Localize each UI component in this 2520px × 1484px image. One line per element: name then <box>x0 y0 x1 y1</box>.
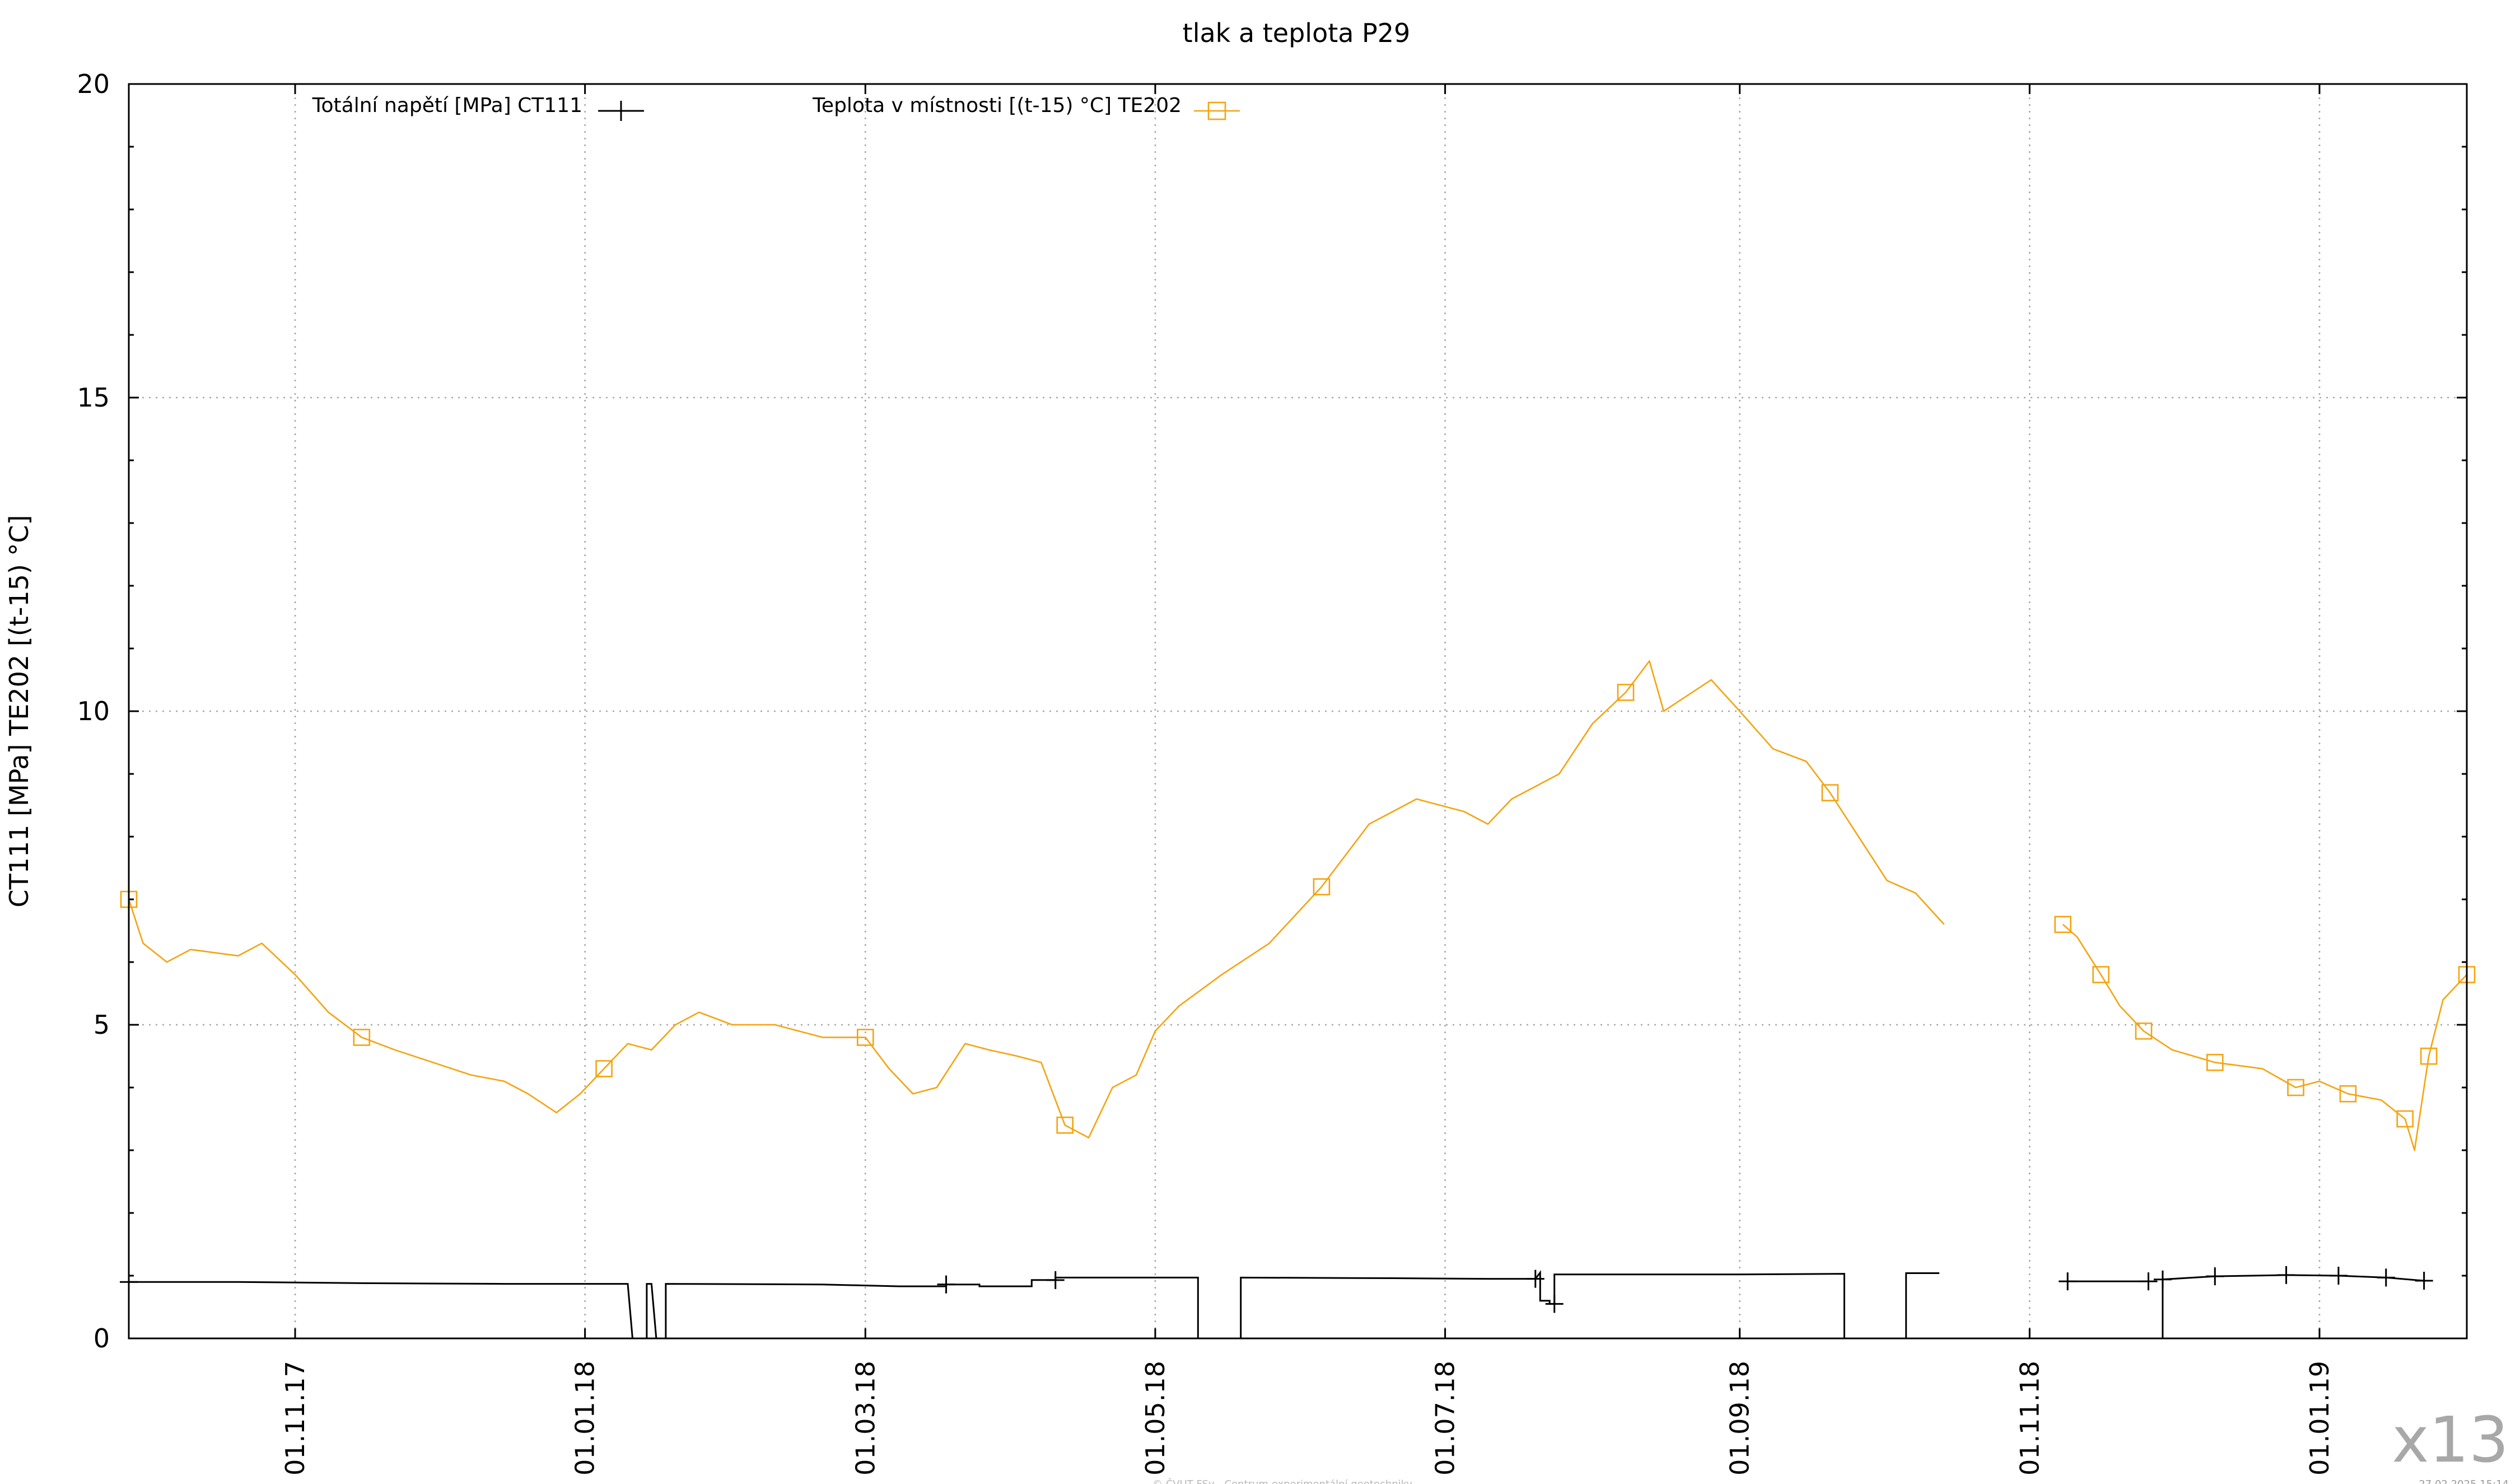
data-point-square <box>595 1060 613 1077</box>
data-point-square <box>353 1029 371 1046</box>
x-tick-label: 01.11.17 <box>280 1361 310 1476</box>
data-point-plus <box>2329 1267 2348 1285</box>
data-point-square <box>2054 916 2072 934</box>
data-point-square <box>1821 784 1839 801</box>
plot-frame <box>128 83 2468 1340</box>
series-te202 <box>120 660 2476 1151</box>
y-tick-label: 20 <box>77 69 110 99</box>
y-tick-labels: 0 5 10 15 20 <box>77 69 110 1354</box>
data-point-plus <box>2277 1266 2295 1284</box>
badge-text: x13 <box>2392 1404 2509 1477</box>
data-point-plus <box>937 1275 955 1294</box>
square-marker-icon <box>1207 101 1226 120</box>
series-line <box>128 660 1945 1138</box>
legend: Totální napětí [MPa] CT111 Teplota v mís… <box>312 94 1240 121</box>
data-point-plus <box>2153 1270 2172 1289</box>
data-point-plus <box>1526 1270 1544 1288</box>
series-ct111 <box>120 1266 2433 1340</box>
x-tick-label: 01.01.18 <box>570 1361 600 1476</box>
legend-label-te202: Teplota v místnosti [(t-15) °C] TE202 <box>812 94 1182 117</box>
data-point-square <box>2339 1085 2357 1103</box>
x-tick-label: 01.07.18 <box>1430 1361 1460 1476</box>
data-point-plus <box>2206 1267 2224 1286</box>
data-point-square <box>856 1029 874 1046</box>
copyright-text: © ČVUT FSv - Centrum experimentální geot… <box>1152 1478 1412 1484</box>
data-point-square <box>2135 1022 2153 1040</box>
x-tick-label: 01.03.18 <box>850 1361 880 1476</box>
gridlines <box>129 84 2467 1338</box>
data-point-plus <box>2139 1272 2158 1291</box>
data-point-square <box>2092 966 2110 983</box>
data-point-square <box>1056 1116 1074 1134</box>
data-point-square <box>2396 1110 2414 1128</box>
x-tick-labels: 01.11.17 01.01.18 01.03.18 01.05.18 01.07.18… <box>280 1361 2335 1476</box>
y-tick-label: 0 <box>94 1323 110 1354</box>
series-line <box>2062 923 2467 1151</box>
data-point-square <box>1313 878 1331 895</box>
y-tick-label: 10 <box>77 696 110 726</box>
y-tick-label: 15 <box>77 382 110 413</box>
x-tick-label: 01.09.18 <box>1725 1361 1755 1476</box>
x-tick-label: 01.01.19 <box>2304 1361 2335 1476</box>
legend-label-ct111: Totální napětí [MPa] CT111 <box>312 94 582 117</box>
y-tick-label: 5 <box>94 1010 110 1040</box>
data-point-square <box>2420 1047 2438 1065</box>
plus-marker-icon <box>611 101 631 121</box>
data-point-square <box>2206 1053 2224 1071</box>
data-point-plus <box>1545 1295 1564 1313</box>
timestamp-text: 27.02.2025 15:14 <box>2419 1478 2509 1484</box>
legend-entry-ct111: Totální napětí [MPa] CT111 <box>312 94 644 121</box>
data-point-plus <box>1046 1271 1065 1289</box>
chart-title: tlak a teplota P29 <box>1183 18 1411 48</box>
legend-entry-te202: Teplota v místnosti [(t-15) °C] TE202 <box>812 94 1240 120</box>
x-tick-label: 01.05.18 <box>1140 1361 1170 1476</box>
data-point-square <box>2287 1079 2304 1096</box>
data-point-plus <box>2377 1268 2395 1287</box>
x-tick-label: 01.11.18 <box>2014 1361 2045 1476</box>
series-layer <box>120 660 2476 1340</box>
data-point-plus <box>2059 1272 2077 1291</box>
data-point-plus <box>2415 1271 2433 1290</box>
data-point-square <box>1617 684 1635 701</box>
y-axis-label: CT111 [MPa] TE202 [(t-15) °C] <box>4 515 34 908</box>
